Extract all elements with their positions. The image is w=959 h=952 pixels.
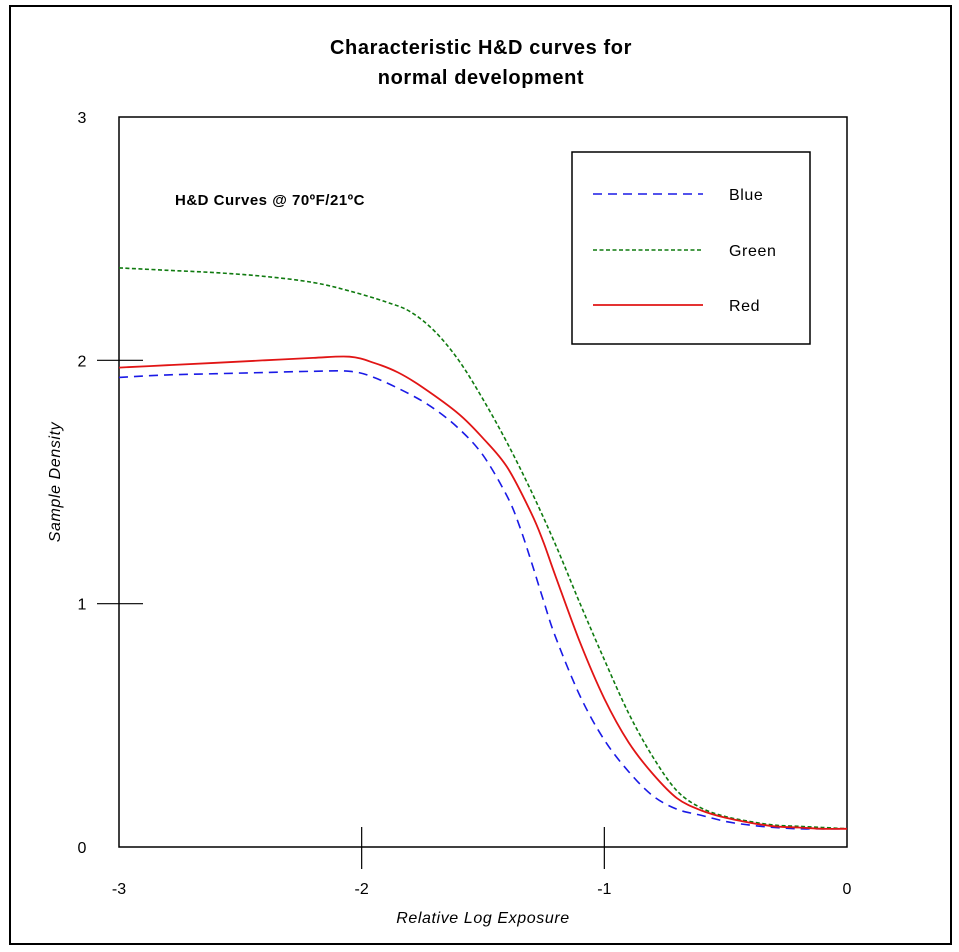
series-lines-layer (118, 267, 848, 830)
y-axis-label: Sample Density (47, 421, 64, 542)
legend: Blue Green Red (571, 151, 811, 345)
legend-entries: Blue Green Red (593, 187, 776, 315)
series-line-blue (118, 370, 847, 830)
legend-label-blue: Blue (729, 187, 763, 204)
legend-label-red: Red (729, 298, 760, 315)
x-tick-label: 0 (843, 881, 852, 898)
chart-frame: Characteristic H&D curves for normal dev… (9, 5, 952, 945)
hd-curves-chart: Characteristic H&D curves for normal dev… (47, 37, 852, 927)
ticks-layer: -3 -2 -1 0 0 1 2 3 (78, 110, 852, 898)
chart-title-line-1: Characteristic H&D curves for (330, 37, 632, 59)
y-tick-label: 2 (78, 353, 87, 370)
series-line-red (118, 355, 848, 830)
chart-title-line-2: normal development (378, 67, 584, 89)
x-axis-label: Relative Log Exposure (396, 910, 570, 927)
legend-label-green: Green (729, 243, 776, 260)
x-tick-label: -1 (597, 881, 611, 898)
y-tick-label: 0 (78, 840, 87, 857)
condition-annotation: H&D Curves @ 70ºF/21ºC (175, 192, 365, 209)
series-line-green (118, 267, 848, 830)
x-tick-label: -2 (355, 881, 369, 898)
y-tick-label: 1 (78, 597, 87, 614)
plot-area (118, 116, 848, 848)
x-tick-label: -3 (112, 881, 126, 898)
y-tick-label: 3 (78, 110, 87, 127)
legend-box (571, 151, 811, 345)
